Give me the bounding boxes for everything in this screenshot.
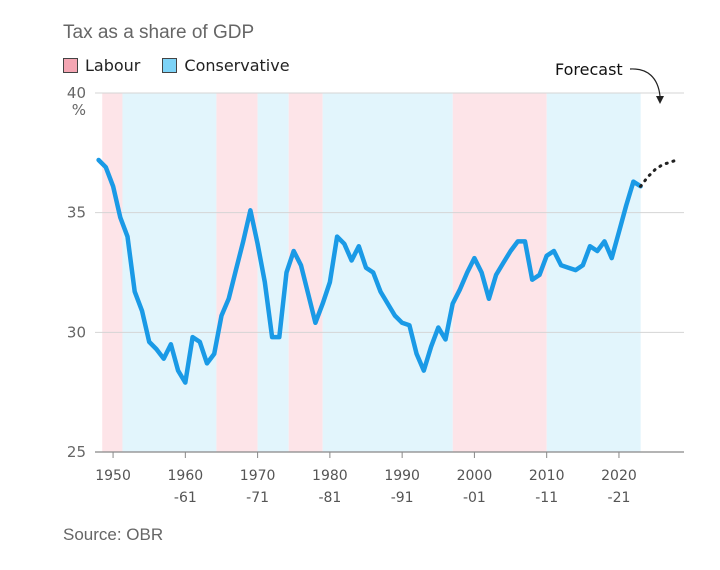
- legend: Labour Conservative: [63, 56, 312, 75]
- x-tick-sublabel: -61: [174, 490, 197, 506]
- legend-swatch-labour: [63, 58, 78, 73]
- forecast-arrow: [629, 68, 661, 97]
- y-axis-unit-label: %: [72, 101, 86, 119]
- band-conservative-5: [322, 93, 453, 452]
- x-tick-sublabel: -91: [391, 490, 414, 506]
- chart-title: Tax as a share of GDP: [63, 22, 255, 43]
- y-tick-label: 40: [67, 84, 86, 102]
- band-conservative-1: [122, 93, 217, 452]
- x-tick-sublabel: -11: [535, 490, 558, 506]
- forecast-annotation: Forecast: [555, 60, 623, 79]
- x-tick-label: 1980: [312, 468, 348, 484]
- gridlines: [95, 92, 684, 453]
- x-tick-sublabel: -81: [318, 490, 341, 506]
- y-tick-label: 35: [67, 204, 86, 222]
- forecast-arrowhead: [656, 96, 664, 104]
- band-labour-0: [102, 93, 123, 452]
- x-tick-label: 1960: [168, 468, 204, 484]
- x-tick-label: 2000: [457, 468, 493, 484]
- x-tick-label: 2020: [601, 468, 637, 484]
- series-line-actual: [96, 157, 643, 385]
- band-conservative-7: [546, 93, 641, 452]
- x-tick-sublabel: -71: [246, 490, 269, 506]
- x-tick-sublabel: -01: [463, 490, 486, 506]
- y-axis-ticks: 40 35 30 25: [67, 84, 86, 461]
- legend-swatch-conservative: [162, 58, 178, 73]
- source-note: Source: OBR: [63, 525, 164, 544]
- x-tick-label: 2010: [529, 468, 565, 484]
- legend-label-conservative: Conservative: [184, 56, 290, 75]
- y-tick-label: 25: [67, 443, 86, 461]
- band-labour-4: [288, 93, 323, 452]
- x-tick-label: 1990: [384, 468, 420, 484]
- x-tick-sublabel: -21: [608, 490, 631, 506]
- legend-label-labour: Labour: [85, 56, 141, 75]
- x-axis-ticks: 1950 1960 -61 1970 -71 1980 -81 1990 -91 2000 -01 2…: [95, 452, 637, 506]
- x-tick-label: 1970: [240, 468, 276, 484]
- legend-item-conservative: Conservative: [162, 56, 290, 75]
- x-tick-label: 1950: [95, 468, 131, 484]
- legend-item-labour: Labour: [63, 56, 140, 75]
- y-tick-label: 30: [67, 323, 86, 341]
- series-line-forecast: [639, 158, 679, 188]
